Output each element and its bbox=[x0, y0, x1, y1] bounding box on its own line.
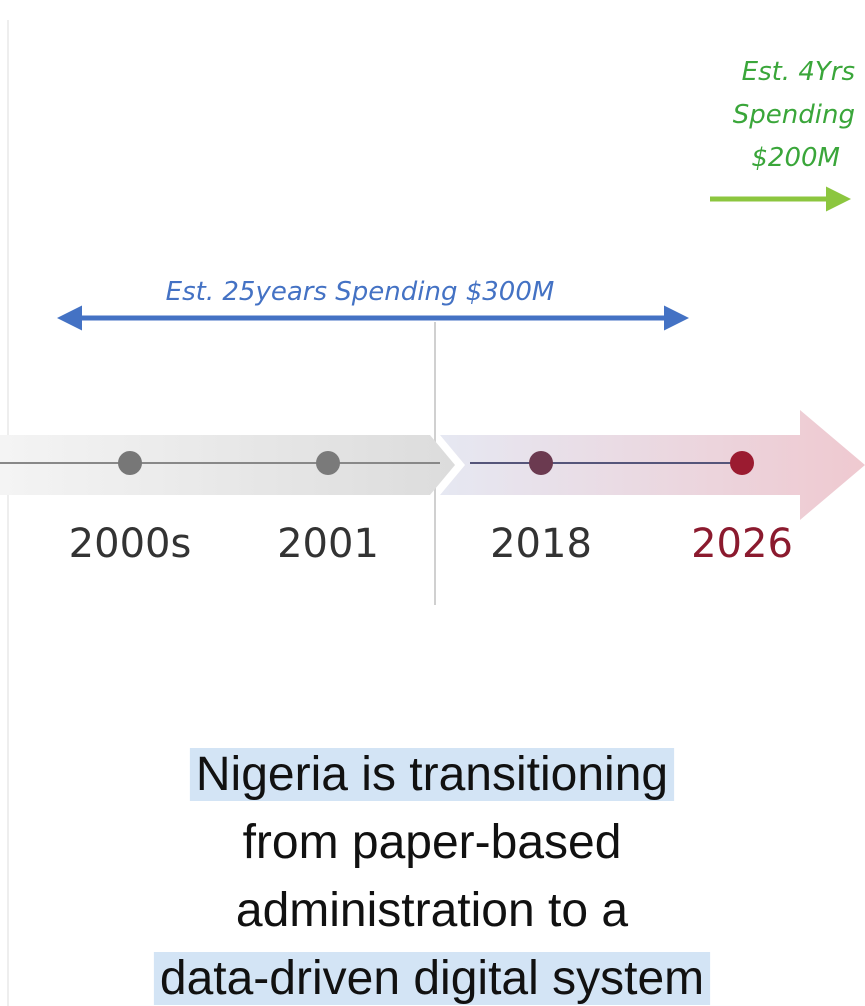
point bbox=[316, 451, 340, 475]
future-band bbox=[440, 410, 865, 520]
year-label: 2018 bbox=[490, 521, 592, 567]
caption-line: from paper-based bbox=[243, 816, 622, 869]
highlight bbox=[153, 952, 711, 1005]
year-label: 2001 bbox=[277, 521, 379, 567]
year-label: 2026 bbox=[691, 521, 793, 567]
caption-line: data-driven digital system bbox=[160, 952, 704, 1005]
caption-line: administration to a bbox=[236, 884, 629, 937]
year-label: 2000s bbox=[69, 521, 192, 567]
past-note: Est. 25years Spending $300M bbox=[166, 277, 555, 307]
recent-note: Spending bbox=[733, 100, 855, 130]
point bbox=[730, 451, 754, 475]
caption-line: Nigeria is transitioning bbox=[196, 748, 668, 801]
point bbox=[118, 451, 142, 475]
past-band bbox=[0, 435, 455, 495]
caption: Nigeria is transitioning from paper-base… bbox=[153, 748, 711, 1005]
point bbox=[529, 451, 553, 475]
recent-note: Est. 4Yrs bbox=[742, 57, 855, 87]
highlight bbox=[189, 748, 675, 801]
recent-note: $200M bbox=[751, 143, 840, 173]
